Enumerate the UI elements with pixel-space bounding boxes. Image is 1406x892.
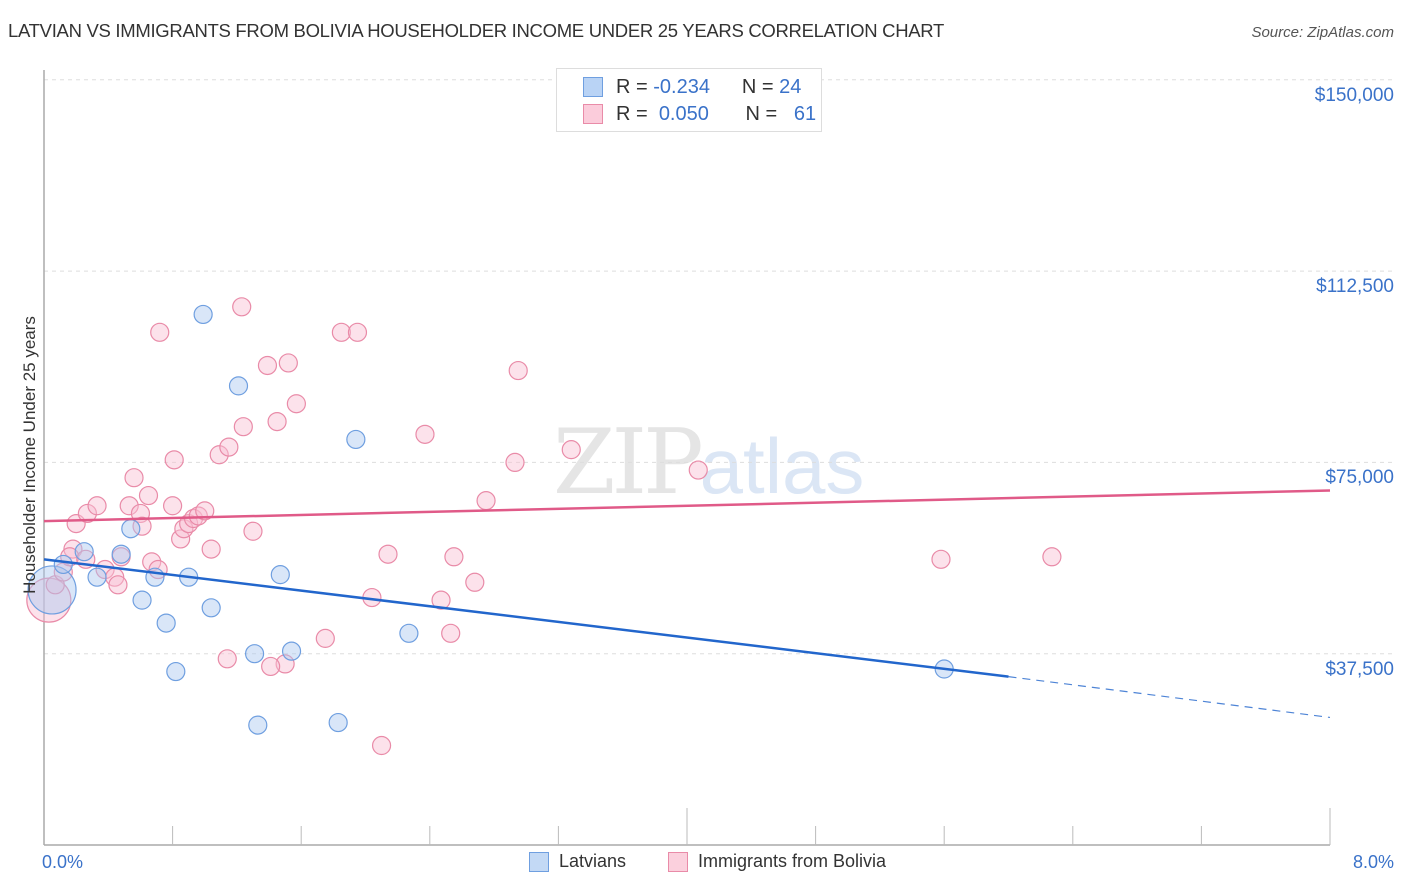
r-label: R =	[616, 102, 648, 125]
axes	[43, 70, 1331, 846]
y-tick-37500: $37,500	[1325, 659, 1394, 680]
r-value: 0.050	[658, 102, 709, 125]
data-point	[270, 565, 290, 585]
stats-legend: R = -0.234 N = 24 R = 0.050 N = 61	[556, 68, 822, 132]
data-point	[201, 539, 221, 559]
data-point	[74, 542, 94, 562]
data-point	[561, 440, 581, 460]
legend-label-bolivia: Immigrants from Bolivia	[698, 851, 887, 871]
data-point	[399, 623, 419, 643]
data-point	[505, 452, 525, 472]
data-point	[233, 417, 253, 437]
data-point	[378, 544, 398, 564]
data-point	[217, 649, 237, 669]
data-point	[444, 547, 464, 567]
stats-row-latvians: R = -0.234 N = 24	[583, 75, 801, 99]
data-point	[138, 485, 159, 506]
legend-item-bolivia[interactable]: Immigrants from Bolivia	[668, 851, 886, 872]
data-point	[346, 429, 366, 450]
data-point	[111, 544, 131, 564]
data-point	[328, 712, 348, 733]
data-point	[347, 322, 368, 342]
data-point	[232, 297, 252, 317]
latvians-legend-swatch-icon	[529, 851, 549, 872]
watermark-atlas: atlas	[699, 422, 865, 510]
data-point	[124, 468, 144, 488]
n-value: 24	[779, 75, 802, 98]
data-point	[201, 598, 221, 618]
data-point	[163, 496, 183, 516]
x-tick-min: 0.0%	[42, 852, 84, 872]
data-point	[108, 575, 128, 595]
n-label: N =	[745, 102, 778, 125]
bolivia-trend-line	[43, 489, 1331, 523]
y-tick-150000: $150,000	[1314, 85, 1394, 106]
data-point	[132, 516, 152, 536]
data-point	[244, 644, 265, 664]
r-value: -0.234	[653, 75, 710, 98]
data-point	[228, 376, 249, 396]
latvians-trend-extension	[1008, 676, 1331, 719]
source-label: Source: ZipAtlas.com	[1251, 24, 1394, 41]
data-point	[286, 394, 306, 414]
data-point	[508, 360, 528, 381]
data-point	[441, 623, 461, 643]
data-point	[156, 613, 176, 633]
watermark-logo: ZIPatlas	[553, 410, 864, 515]
data-point	[415, 424, 435, 444]
data-point	[209, 445, 229, 465]
data-point	[331, 322, 351, 342]
data-point	[27, 565, 77, 615]
data-point	[132, 590, 152, 610]
data-point	[371, 735, 392, 756]
gridlines	[44, 79, 1395, 655]
data-point	[431, 590, 451, 610]
data-point	[931, 549, 951, 569]
legend-label-latvians: Latvians	[559, 851, 627, 871]
data-point	[219, 437, 239, 457]
data-point	[315, 628, 335, 648]
bolivia-swatch-icon	[583, 104, 603, 124]
data-point	[119, 496, 139, 516]
data-point	[150, 322, 170, 342]
data-point	[267, 411, 287, 432]
data-point	[195, 501, 215, 521]
latvians-swatch-icon	[583, 77, 603, 97]
y-tick-112500: $112,500	[1316, 276, 1394, 297]
data-point	[1042, 547, 1062, 567]
data-point	[77, 503, 98, 524]
data-point	[142, 552, 162, 572]
data-point	[278, 353, 298, 373]
legend-item-latvians[interactable]: Latvians	[529, 851, 626, 872]
data-point	[257, 355, 278, 376]
bolivia-points	[26, 297, 1062, 756]
data-point	[193, 304, 213, 325]
y-tick-75000: $75,000	[1325, 467, 1394, 488]
y-axis-label: Householder Income Under 25 years	[20, 316, 39, 594]
data-point	[87, 567, 107, 587]
data-point	[476, 491, 496, 511]
r-label: R =	[616, 75, 648, 98]
data-point	[243, 521, 263, 541]
data-point	[166, 661, 186, 682]
data-point	[164, 450, 184, 470]
data-point	[261, 656, 281, 677]
data-point	[53, 554, 73, 575]
x-tick-max: 8.0%	[1352, 852, 1394, 872]
data-point	[87, 496, 107, 516]
bolivia-legend-swatch-icon	[668, 851, 688, 872]
trend-lines	[43, 489, 1331, 719]
chart-title: LATVIAN VS IMMIGRANTS FROM BOLIVIA HOUSE…	[8, 20, 945, 41]
data-point	[281, 641, 302, 661]
data-point	[248, 715, 268, 735]
stats-row-bolivia: R = 0.050 N = 61	[583, 102, 816, 126]
n-label: N =	[741, 75, 774, 98]
data-point	[688, 460, 708, 480]
data-point	[121, 519, 141, 539]
latvians-trend-line	[43, 558, 1009, 678]
data-point	[465, 572, 485, 592]
latvian-points	[27, 304, 954, 735]
n-value: 61	[793, 102, 817, 125]
